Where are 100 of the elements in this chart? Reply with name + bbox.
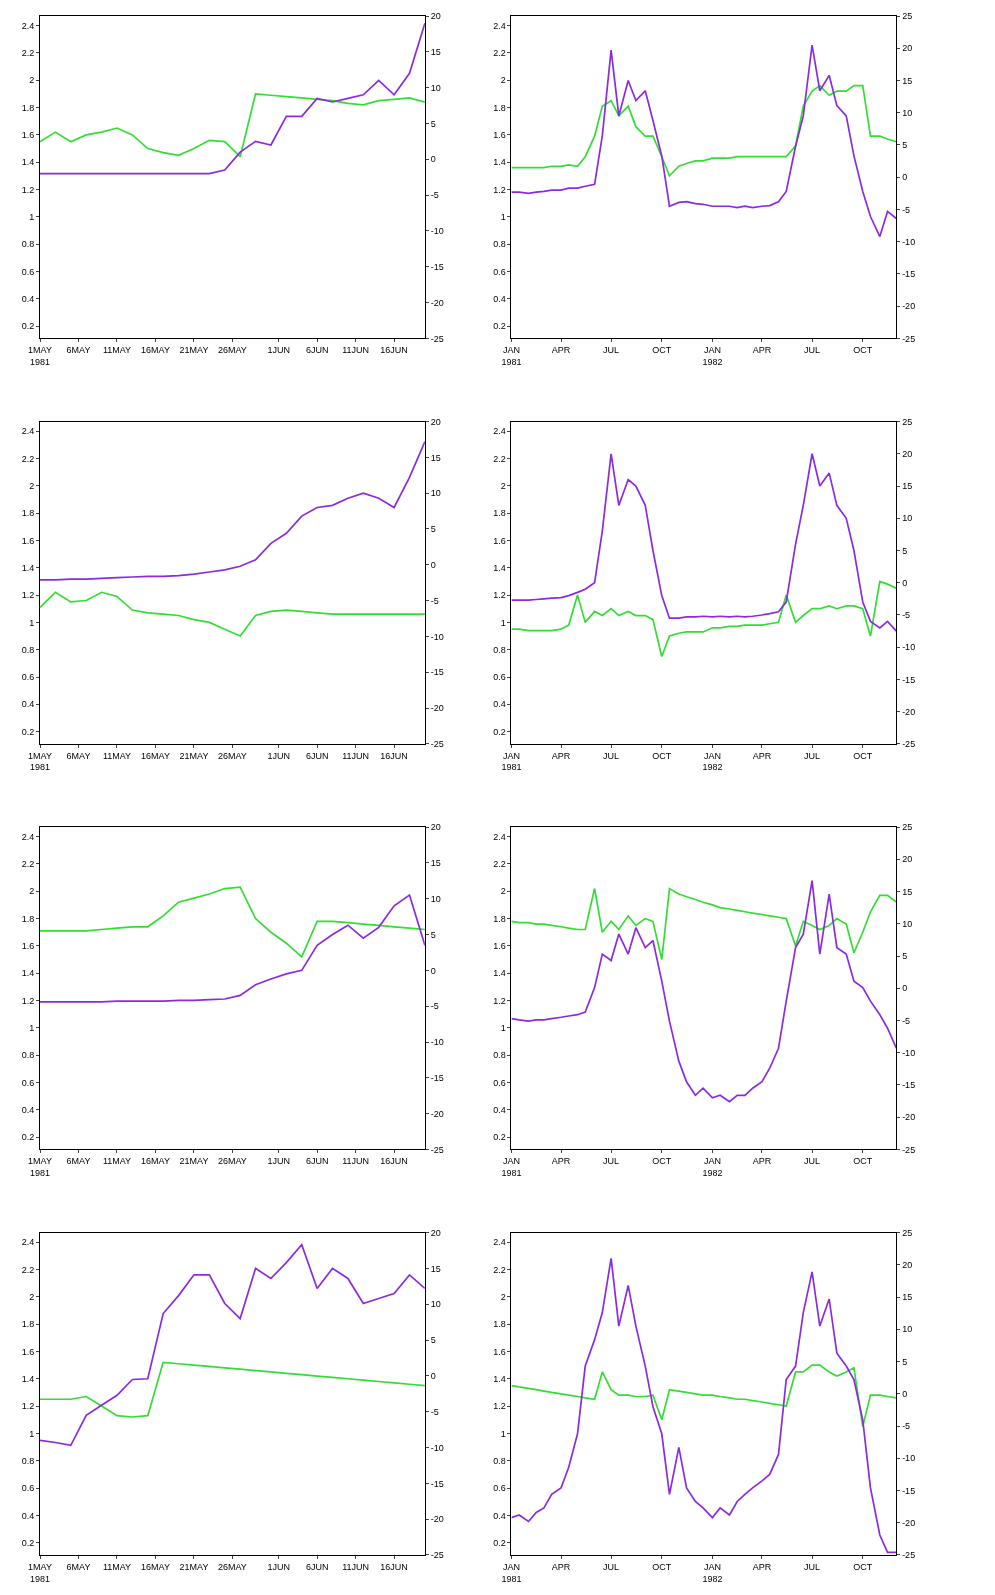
y-tick-label: 2.4	[493, 426, 506, 437]
x-tick-label: 11JUN	[342, 1156, 370, 1167]
y-tick-label: 2	[500, 1291, 506, 1302]
x-tick-label: OCT	[652, 1156, 672, 1167]
y-tick-label: 0.6	[21, 1483, 35, 1494]
y-tick-label: 1.8	[493, 913, 506, 924]
y2-tick-label: -10	[430, 1037, 444, 1048]
x-tick-label: OCT	[853, 345, 873, 356]
y-tick-label: 2	[500, 886, 506, 897]
x-tick-label: APR	[752, 750, 772, 761]
y-tick-label: 1.4	[21, 1373, 35, 1384]
y-tick-label: 0.4	[21, 699, 35, 710]
y-tick-label: 0.2	[21, 1537, 35, 1548]
y-tick-label: 0.4	[493, 1105, 506, 1115]
y2-tick-label: -20	[902, 1112, 916, 1123]
y2-tick-label: -25	[902, 333, 916, 344]
y2-tick-label: -5	[430, 1406, 439, 1417]
line-series	[40, 93, 425, 158]
y-tick-label: 2.2	[21, 859, 35, 870]
x-tick-label: 16MAY	[141, 750, 170, 761]
y2-tick-label: -20	[430, 1108, 444, 1119]
line-series	[511, 1364, 897, 1428]
y2-tick-label: 20	[902, 43, 913, 54]
y2-tick-label: -20	[902, 1517, 916, 1528]
x-tick-label: 6JUN	[305, 1561, 329, 1572]
y-tick-label: 1.2	[493, 184, 506, 195]
y2-tick-label: 20	[902, 448, 913, 459]
y2-tick-label: -20	[902, 301, 916, 312]
line-series	[511, 887, 897, 961]
y-tick-label: 0.6	[493, 1483, 506, 1494]
y2-tick-label: 5	[902, 1356, 908, 1367]
y2-tick-label: -25	[902, 1144, 916, 1155]
y2-tick-label: -20	[430, 703, 444, 714]
x-tick-label: 1JUN	[267, 345, 290, 356]
y-tick-label: 1.2	[21, 995, 35, 1006]
y-tick-label: 0.4	[21, 293, 35, 304]
x-tick-label: JUL	[603, 750, 620, 761]
x-tick-label: APR	[752, 1561, 772, 1572]
x-tick-label: 1JUN	[267, 1156, 290, 1167]
y2-tick-label: 5	[430, 1335, 436, 1346]
y2-tick-label: 15	[430, 46, 441, 57]
y-tick-label: 2	[29, 75, 35, 86]
x-tick-label: APR	[551, 345, 571, 356]
y-tick-label: 0.4	[21, 1105, 35, 1115]
x-tick-label: 21MAY	[179, 750, 209, 761]
x-tick-label: JAN 1981	[501, 1561, 522, 1584]
y2-tick-label: -15	[902, 674, 916, 685]
y2-tick-label: -20	[902, 706, 916, 717]
x-tick-label: JAN 1981	[501, 345, 522, 367]
line-series	[40, 894, 425, 1003]
y-tick-label: 0.2	[493, 726, 506, 737]
x-tick-label: 26MAY	[218, 1156, 247, 1167]
x-tick-label: 11MAY	[102, 1156, 132, 1167]
x-tick-label: 11JUN	[342, 345, 370, 356]
y-tick-label: 1.2	[21, 1401, 35, 1412]
y-tick-label: 1.2	[21, 184, 35, 195]
x-tick-label: 6JUN	[305, 1156, 329, 1167]
line-series	[511, 879, 897, 1103]
x-tick-label: JUL	[603, 1561, 620, 1572]
y-tick-label: 1	[29, 1023, 35, 1034]
y-tick-label: 1	[29, 1428, 35, 1439]
y-tick-label: 0.4	[493, 1510, 506, 1521]
x-tick-label: 11MAY	[102, 750, 132, 761]
x-tick-label: 11MAY	[102, 345, 132, 356]
x-tick-label: 26MAY	[218, 345, 247, 356]
y2-tick-label: -15	[902, 1485, 916, 1496]
y-tick-label: 2	[29, 1291, 35, 1302]
y2-tick-label: 0	[902, 577, 908, 588]
y2-tick-label: -15	[902, 1080, 916, 1091]
y-tick-label: 0.2	[21, 1132, 35, 1143]
y-tick-label: 1.8	[493, 508, 506, 519]
y-tick-label: 2	[500, 75, 506, 86]
y-tick-label: 1.8	[21, 1319, 35, 1330]
line-series	[40, 1361, 425, 1418]
line-series	[511, 84, 897, 177]
y-tick-label: 2.4	[21, 20, 35, 31]
x-tick-label: 26MAY	[218, 1561, 247, 1572]
x-tick-label: APR	[551, 1561, 571, 1572]
y-tick-label: 0.4	[493, 293, 506, 304]
y-tick-label: 1.8	[493, 102, 506, 113]
y2-tick-label: 10	[430, 82, 441, 93]
y-tick-label: 1.6	[21, 130, 35, 141]
y-tick-label: 0.4	[493, 699, 506, 710]
y-tick-label: 0.6	[21, 266, 35, 277]
x-tick-label: 1MAY 1981	[28, 345, 52, 367]
x-tick-label: 6JUN	[305, 345, 329, 356]
y2-tick-label: 0	[430, 154, 436, 165]
y2-tick-label: 20	[430, 1227, 441, 1238]
y2-tick-label: -10	[430, 631, 444, 642]
y-tick-label: 0.6	[21, 672, 35, 683]
y-tick-label: 1	[29, 211, 35, 222]
y2-tick-label: -10	[430, 226, 444, 237]
y2-tick-label: -5	[902, 1015, 911, 1026]
y2-tick-label: 5	[430, 118, 436, 129]
x-tick-label: 21MAY	[179, 345, 209, 356]
x-tick-label: 1MAY 1981	[28, 1156, 52, 1178]
y-tick-label: 0.2	[493, 321, 506, 332]
y2-tick-label: -25	[902, 739, 916, 750]
y2-tick-label: 20	[902, 854, 913, 865]
y2-tick-label: -10	[902, 642, 916, 653]
